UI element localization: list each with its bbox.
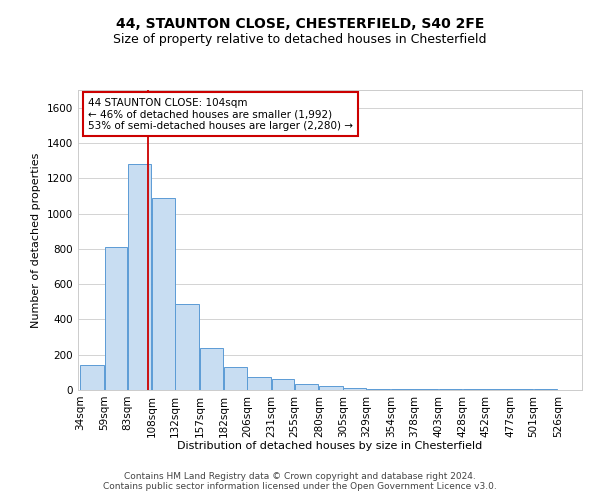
Bar <box>272 380 294 390</box>
Text: Contains HM Land Registry data © Crown copyright and database right 2024.: Contains HM Land Registry data © Crown c… <box>124 472 476 481</box>
Bar <box>200 348 223 390</box>
Y-axis label: Number of detached properties: Number of detached properties <box>31 152 41 328</box>
Text: 44 STAUNTON CLOSE: 104sqm
← 46% of detached houses are smaller (1,992)
53% of se: 44 STAUNTON CLOSE: 104sqm ← 46% of detac… <box>88 98 353 130</box>
Bar <box>152 198 175 390</box>
Bar <box>367 389 391 390</box>
Bar <box>80 366 104 390</box>
Bar <box>343 388 366 390</box>
Bar <box>463 389 485 390</box>
Bar <box>128 164 151 390</box>
Text: 44, STAUNTON CLOSE, CHESTERFIELD, S40 2FE: 44, STAUNTON CLOSE, CHESTERFIELD, S40 2F… <box>116 18 484 32</box>
X-axis label: Distribution of detached houses by size in Chesterfield: Distribution of detached houses by size … <box>178 441 482 451</box>
Bar <box>104 247 127 390</box>
Bar <box>224 367 247 390</box>
Bar <box>247 377 271 390</box>
Bar <box>415 389 438 390</box>
Bar <box>319 386 343 390</box>
Bar <box>295 384 319 390</box>
Text: Size of property relative to detached houses in Chesterfield: Size of property relative to detached ho… <box>113 34 487 46</box>
Bar <box>534 389 557 390</box>
Bar <box>175 304 199 390</box>
Bar <box>486 389 510 390</box>
Text: Contains public sector information licensed under the Open Government Licence v3: Contains public sector information licen… <box>103 482 497 491</box>
Bar <box>439 389 462 390</box>
Bar <box>511 389 533 390</box>
Bar <box>391 389 413 390</box>
